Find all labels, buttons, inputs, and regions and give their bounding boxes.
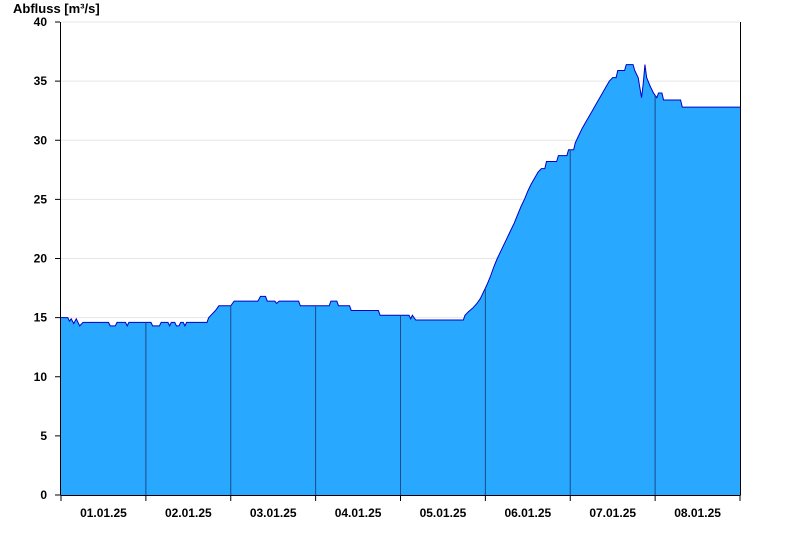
y-axis-label: Abfluss [m³/s]: [13, 1, 100, 16]
discharge-line: [61, 64, 740, 328]
x-tick-label: 05.01.25: [420, 506, 467, 520]
y-tick-label-30: 30: [34, 133, 48, 147]
x-tick-label: 06.01.25: [504, 506, 551, 520]
x-tick-label: 02.01.25: [165, 506, 212, 520]
day-dividers: [145, 95, 656, 495]
y-tick-label-25: 25: [34, 192, 48, 206]
y-tick-label-20: 20: [34, 252, 48, 266]
x-tick-label: 01.01.25: [80, 506, 127, 520]
y-tick-label-40: 40: [34, 15, 48, 29]
y-tick-label-15: 15: [34, 311, 48, 325]
y-tick-label-5: 5: [40, 429, 47, 443]
y-tick-label-10: 10: [34, 370, 48, 384]
y-tick-label-35: 35: [34, 74, 48, 88]
y-axis-ticks: 0 5 10 15 20 25 30 35 40: [34, 15, 60, 502]
x-tick-label: 03.01.25: [250, 506, 297, 520]
x-tick-label: 08.01.25: [674, 506, 721, 520]
x-axis-ticks: 01.01.25 02.01.25 03.01.25 04.01.25 05.01.25…: [60, 495, 741, 520]
x-tick-label: 04.01.25: [335, 506, 382, 520]
y-tick-label-0: 0: [40, 488, 47, 502]
x-tick-label: 07.01.25: [589, 506, 636, 520]
